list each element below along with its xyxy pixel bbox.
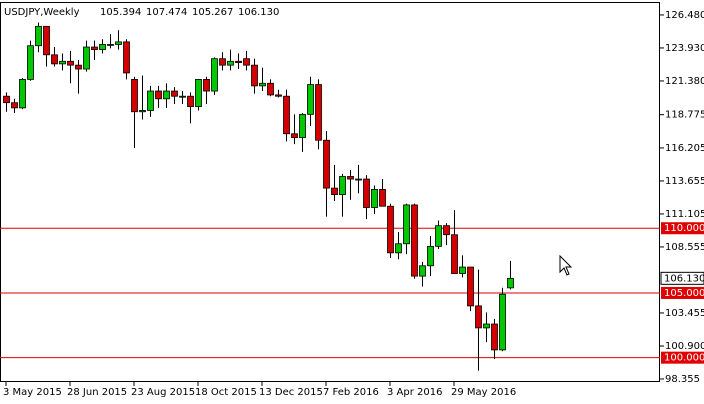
x-tick-label: 28 Jun 2015 bbox=[67, 387, 127, 398]
candle-body bbox=[51, 54, 58, 65]
candle-body bbox=[179, 95, 186, 98]
candle-body bbox=[107, 44, 114, 46]
candle-body bbox=[235, 60, 242, 63]
header-value: 107.474 bbox=[146, 7, 187, 18]
candle-body bbox=[227, 60, 234, 66]
candle-body bbox=[395, 243, 402, 254]
candle-body bbox=[11, 102, 18, 109]
y-tick-label: 100.900 bbox=[665, 341, 704, 352]
candle-body bbox=[307, 84, 314, 115]
candle-body bbox=[499, 293, 506, 351]
candle-body bbox=[83, 46, 90, 70]
header-value: 106.130 bbox=[238, 7, 279, 18]
x-tick-label: 18 Oct 2015 bbox=[195, 387, 257, 398]
candle-body bbox=[243, 58, 250, 66]
current-price-box bbox=[660, 271, 704, 285]
y-tick-label: 121.380 bbox=[665, 76, 704, 87]
candle-body bbox=[459, 266, 466, 274]
candle-body bbox=[131, 78, 138, 113]
candle-body bbox=[99, 44, 106, 51]
candle-body bbox=[419, 265, 426, 277]
candle-body bbox=[427, 245, 434, 267]
candle-body bbox=[43, 25, 50, 56]
candle-body bbox=[59, 60, 66, 65]
candle-body bbox=[163, 90, 170, 100]
candle-body bbox=[435, 225, 442, 247]
candle-body bbox=[411, 204, 418, 277]
candle-body bbox=[291, 133, 298, 139]
y-tick-label: 108.555 bbox=[665, 242, 704, 253]
level-label: 105.000 bbox=[664, 288, 704, 299]
y-tick-label: 113.655 bbox=[665, 176, 704, 187]
candle-body bbox=[27, 45, 34, 80]
candle-body bbox=[139, 110, 146, 113]
x-tick-label: 29 May 2016 bbox=[451, 387, 516, 398]
x-tick-label: 3 Apr 2016 bbox=[387, 387, 442, 398]
candle-body bbox=[35, 25, 42, 47]
candle-body bbox=[155, 90, 162, 100]
candle-body bbox=[187, 95, 194, 107]
y-tick-label: 126.480 bbox=[665, 10, 704, 21]
level-label: 110.000 bbox=[664, 223, 704, 234]
candle-body bbox=[195, 78, 202, 107]
candle-body bbox=[67, 60, 74, 66]
candle-body bbox=[115, 41, 122, 45]
candle-body bbox=[443, 225, 450, 236]
candle-body bbox=[171, 90, 178, 97]
candle-body bbox=[91, 46, 98, 51]
chart-title: USDJPY,Weekly bbox=[4, 7, 80, 18]
candle-body bbox=[283, 95, 290, 135]
candle-body bbox=[403, 204, 410, 245]
level-label: 100.000 bbox=[664, 353, 704, 364]
candle-body bbox=[451, 234, 458, 274]
level-label-box bbox=[661, 351, 704, 364]
x-tick-label: 13 Dec 2015 bbox=[259, 387, 323, 398]
candle-body bbox=[19, 78, 26, 109]
mouse-cursor bbox=[559, 254, 573, 276]
candle-body bbox=[347, 176, 354, 180]
level-label-box bbox=[661, 222, 704, 235]
candle-body bbox=[275, 94, 282, 97]
candle-body bbox=[379, 189, 386, 207]
header-value: 105.394 bbox=[100, 7, 141, 18]
y-tick-label: 103.455 bbox=[665, 308, 704, 319]
candle-body bbox=[507, 277, 514, 289]
plot-frame bbox=[0, 2, 660, 382]
candle-body bbox=[491, 323, 498, 351]
candle-body bbox=[299, 113, 306, 139]
candle-body bbox=[259, 82, 266, 87]
y-tick-label: 118.775 bbox=[665, 110, 704, 121]
candle-body bbox=[75, 64, 82, 70]
y-tick-label: 116.205 bbox=[665, 143, 704, 154]
x-tick-label: 23 Aug 2015 bbox=[131, 387, 195, 398]
x-tick-label: 7 Feb 2016 bbox=[323, 387, 379, 398]
candle-body bbox=[355, 178, 362, 181]
x-tick-label: 3 May 2015 bbox=[3, 387, 62, 398]
candle-body bbox=[211, 58, 218, 92]
candle-body bbox=[219, 58, 226, 66]
y-tick-label: 123.930 bbox=[665, 43, 704, 54]
header-value: 105.267 bbox=[192, 7, 233, 18]
candle-body bbox=[483, 323, 490, 329]
candle-body bbox=[467, 266, 474, 307]
candle-body bbox=[267, 82, 274, 96]
candle-body bbox=[331, 187, 338, 195]
y-tick-label: 98.355 bbox=[665, 374, 700, 385]
candle-body bbox=[371, 189, 378, 208]
candle-body bbox=[339, 176, 346, 195]
candle-body bbox=[315, 84, 322, 141]
candle-body bbox=[123, 41, 130, 74]
candle-body bbox=[203, 78, 210, 92]
current-price-label: 106.130 bbox=[664, 273, 704, 284]
candle-body bbox=[387, 205, 394, 254]
level-label-box bbox=[661, 286, 704, 299]
candle-body bbox=[3, 95, 10, 104]
candle-body bbox=[323, 139, 330, 189]
candle-body bbox=[363, 178, 370, 208]
candle-body bbox=[475, 305, 482, 329]
candle-body bbox=[251, 64, 258, 87]
candle-body bbox=[147, 90, 154, 111]
y-tick-label: 111.105 bbox=[665, 209, 704, 220]
